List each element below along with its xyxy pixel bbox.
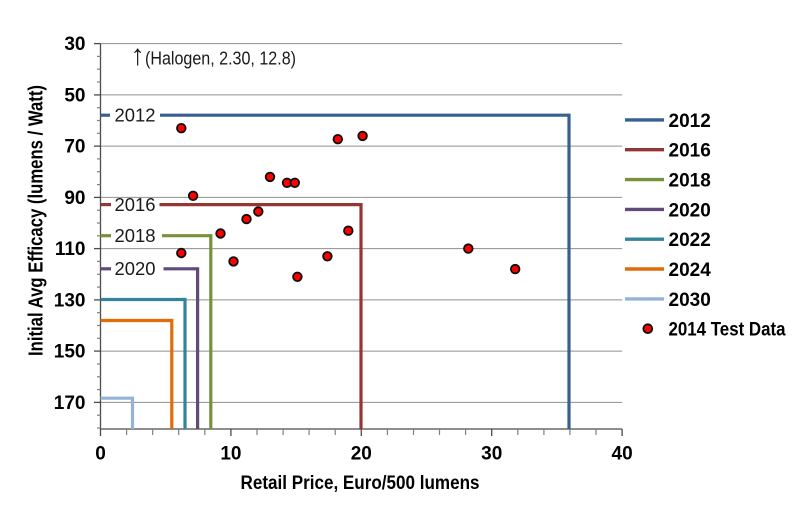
svg-text:0: 0 (95, 444, 106, 465)
svg-text:110: 110 (55, 239, 86, 260)
svg-text:↑(Halogen, 2.30, 12.8): ↑(Halogen, 2.30, 12.8) (131, 40, 297, 72)
svg-text:2012: 2012 (115, 105, 156, 125)
svg-text:20: 20 (351, 444, 372, 465)
svg-text:Initial Avg Efficacy (lumens /: Initial Avg Efficacy (lumens / Watt) (26, 85, 48, 356)
svg-text:Retail Price, Euro/500 lumens: Retail Price, Euro/500 lumens (241, 473, 480, 494)
svg-text:70: 70 (64, 137, 85, 158)
svg-text:10: 10 (220, 444, 241, 465)
svg-text:130: 130 (54, 290, 86, 311)
svg-text:150: 150 (54, 342, 86, 363)
svg-text:2012: 2012 (669, 111, 711, 132)
svg-text:2018: 2018 (115, 226, 156, 246)
svg-text:30: 30 (481, 444, 502, 465)
svg-text:2022: 2022 (669, 230, 711, 251)
svg-text:2024: 2024 (669, 260, 712, 281)
svg-text:170: 170 (54, 393, 86, 414)
svg-text:2020: 2020 (669, 200, 711, 221)
svg-text:30: 30 (64, 34, 85, 55)
svg-text:2016: 2016 (669, 141, 711, 162)
svg-text:2020: 2020 (115, 259, 156, 279)
svg-text:2030: 2030 (669, 290, 711, 311)
svg-text:2016: 2016 (115, 195, 156, 215)
svg-text:2014 Test Data: 2014 Test Data (669, 320, 786, 341)
svg-text:90: 90 (64, 188, 85, 209)
svg-text:40: 40 (612, 444, 633, 465)
svg-text:50: 50 (64, 85, 85, 106)
svg-text:2018: 2018 (669, 171, 711, 192)
